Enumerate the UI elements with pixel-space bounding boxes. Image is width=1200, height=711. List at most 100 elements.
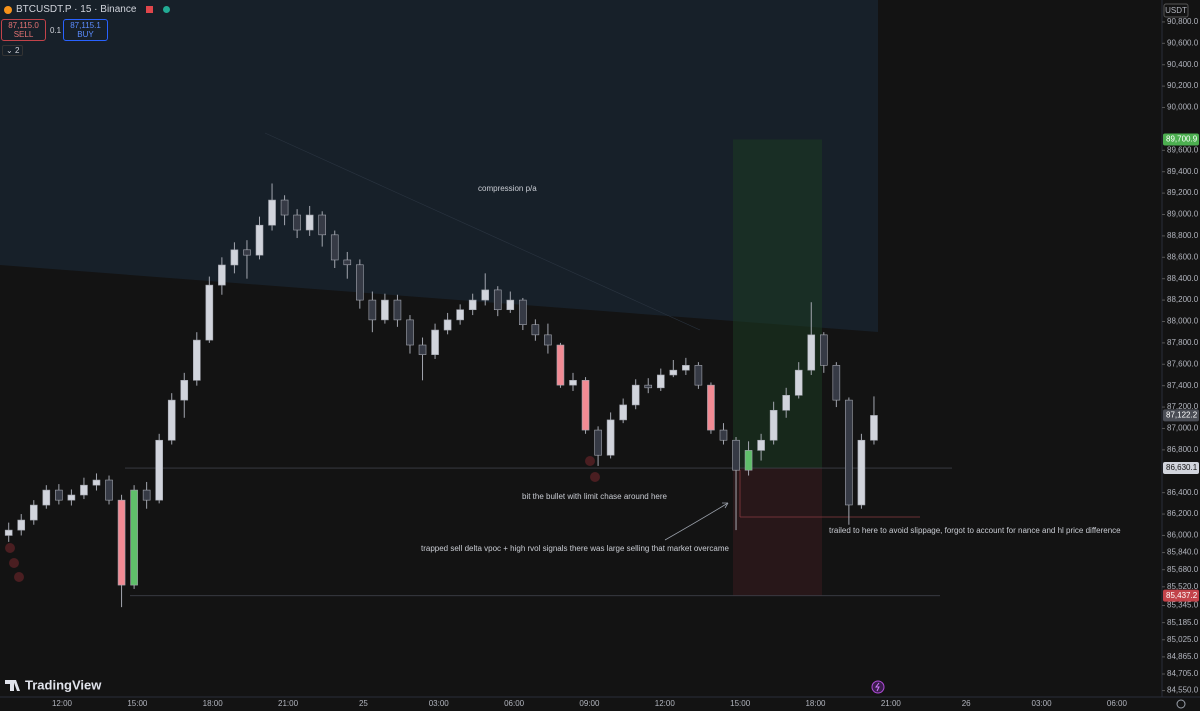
candle-body	[255, 224, 264, 256]
price-tag	[1163, 409, 1199, 422]
x-tick-label: 06:00	[504, 699, 525, 708]
x-tick-label: 12:00	[655, 699, 676, 708]
marker-dot	[585, 456, 595, 466]
candle-body	[744, 450, 753, 471]
annotation: compression p/a	[478, 184, 537, 193]
price-tag	[1163, 133, 1199, 146]
y-tick-label: 90,800.0	[1167, 17, 1199, 26]
y-tick-label: 85,840.0	[1167, 548, 1199, 557]
buy-button[interactable]: 87,115.1 BUY	[63, 19, 108, 41]
y-tick-label: 87,800.0	[1167, 338, 1199, 347]
marker-dot	[14, 572, 24, 582]
candle-body	[456, 309, 464, 321]
currency-box[interactable]	[1163, 3, 1189, 18]
candle-body	[644, 384, 653, 389]
candle-body	[293, 214, 301, 231]
candle-body	[431, 329, 439, 355]
arrow-head	[722, 502, 729, 509]
y-tick-label: 89,400.0	[1167, 167, 1199, 176]
quantity[interactable]: 0.1	[50, 26, 62, 35]
x-tick-label: 15:00	[127, 699, 148, 708]
candle-body	[280, 199, 289, 216]
candle-body	[870, 415, 878, 441]
y-tick-label: 85,680.0	[1167, 565, 1199, 574]
settings-icon[interactable]	[1176, 699, 1186, 709]
y-tick-label: 88,600.0	[1167, 252, 1199, 261]
candle-body	[418, 344, 427, 355]
y-tick-label: 88,400.0	[1167, 274, 1199, 283]
time-axis	[0, 697, 1200, 711]
candle-body	[55, 489, 63, 501]
y-tick-label: 85,185.0	[1167, 618, 1199, 627]
candle-body	[757, 439, 765, 451]
candle-body	[218, 264, 226, 286]
candle-body	[569, 380, 577, 386]
candle-body	[443, 319, 452, 331]
x-tick-label: 03:00	[429, 699, 450, 708]
marker-dot	[9, 558, 19, 568]
candle-body	[468, 299, 477, 311]
candle-body	[832, 365, 841, 401]
candle-body	[155, 439, 163, 501]
candle-body	[180, 380, 189, 401]
candle-body	[682, 365, 690, 371]
y-tick-label: 86,800.0	[1167, 445, 1199, 454]
candle-body	[4, 529, 13, 536]
y-tick-label: 87,600.0	[1167, 359, 1199, 368]
y-tick-label: 90,000.0	[1167, 103, 1199, 112]
candle-body	[782, 395, 790, 411]
sell-button[interactable]: 87,115.0 SELL	[1, 19, 46, 41]
candle-body	[142, 489, 151, 501]
candle-body	[845, 399, 853, 506]
annotation: trailed to here to avoid slippage, forgo…	[829, 526, 1121, 535]
y-tick-label: 88,200.0	[1167, 295, 1199, 304]
layers-toggle[interactable]: ⌄ 2	[2, 45, 24, 56]
price-tag	[1163, 462, 1199, 475]
candle-body	[80, 484, 88, 496]
candle-body	[732, 439, 740, 471]
candle-body	[493, 289, 502, 311]
shaded-zone	[0, 0, 878, 332]
candle-body	[807, 334, 816, 371]
candle-body	[631, 384, 640, 406]
candle-body	[92, 479, 101, 486]
price-tag-label: 86,630.1	[1166, 463, 1198, 472]
sell-label: SELL	[13, 30, 34, 39]
y-tick-label: 87,200.0	[1167, 402, 1199, 411]
y-tick-label: 89,200.0	[1167, 188, 1199, 197]
candle-body	[230, 249, 239, 266]
annotation: trapped sell delta vpoc + high rvol sign…	[421, 544, 729, 553]
y-tick-label: 90,200.0	[1167, 81, 1199, 90]
x-tick-label: 18:00	[203, 699, 224, 708]
candle-body	[356, 264, 364, 301]
candle-body	[193, 339, 201, 381]
y-tick-label: 85,025.0	[1167, 635, 1199, 644]
trend-line	[264, 132, 701, 331]
y-tick-label: 85,345.0	[1167, 601, 1199, 610]
candle-body	[694, 365, 703, 386]
candle-body	[719, 429, 728, 441]
logo-text: TradingView	[25, 677, 102, 692]
candle-body	[42, 489, 51, 506]
y-tick-label: 88,000.0	[1167, 317, 1199, 326]
candle-body	[243, 249, 251, 256]
y-tick-label: 84,865.0	[1167, 652, 1199, 661]
x-tick-label: 03:00	[1032, 699, 1053, 708]
symbol[interactable]: BTCUSDT.P · 15 · Binance	[16, 4, 137, 15]
candle-body	[857, 439, 866, 506]
currency[interactable]: USDT	[1165, 6, 1187, 15]
flag[interactable]	[146, 6, 154, 13]
y-tick-label: 90,400.0	[1167, 60, 1199, 69]
y-tick-label: 87,400.0	[1167, 381, 1199, 390]
candle-body	[393, 299, 402, 321]
y-tick-label: 86,000.0	[1167, 531, 1199, 540]
candle-body	[130, 489, 138, 586]
candle-body	[105, 479, 113, 501]
candle-body	[544, 334, 552, 346]
candle-body	[556, 344, 565, 386]
y-tick-label: 86,400.0	[1167, 488, 1199, 497]
candle-body	[619, 404, 627, 421]
y-tick-label: 87,000.0	[1167, 424, 1199, 433]
